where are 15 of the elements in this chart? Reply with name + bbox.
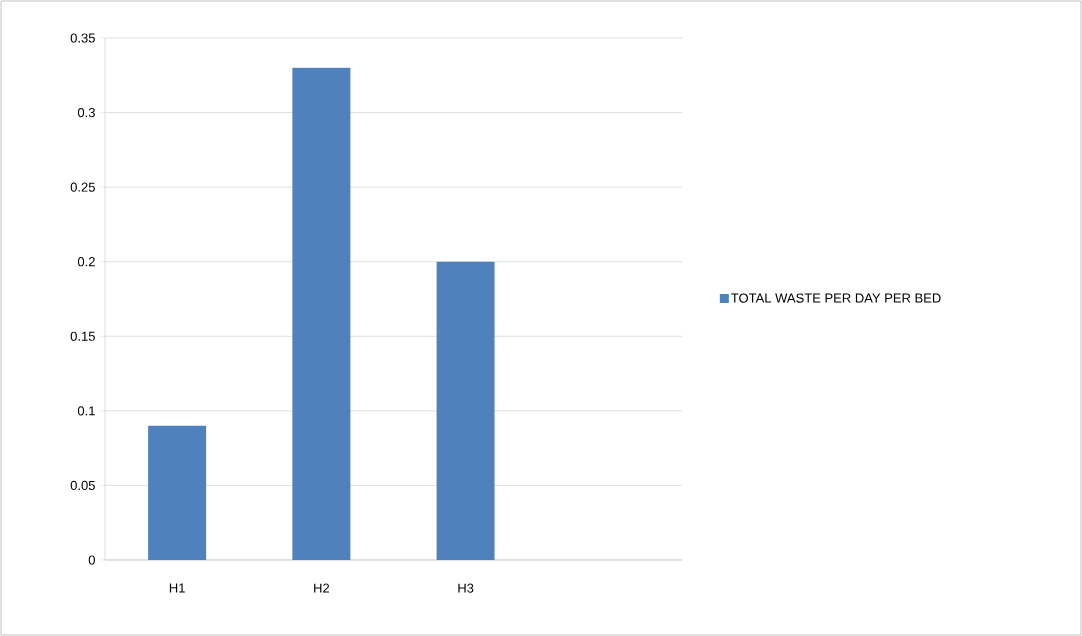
bar bbox=[292, 67, 351, 560]
y-tick-label: 0 bbox=[88, 555, 95, 565]
y-tick-label: 0.35 bbox=[70, 33, 95, 43]
bar bbox=[148, 425, 207, 560]
x-tick-label: H3 bbox=[458, 583, 474, 593]
y-tick-label: 0.25 bbox=[70, 182, 95, 192]
y-tick-label: 0.2 bbox=[77, 257, 95, 267]
y-tick-label: 0.05 bbox=[70, 480, 95, 491]
y-tick-label: 0.3 bbox=[77, 107, 95, 118]
y-tick-label: 0.15 bbox=[70, 331, 95, 341]
y-tick-label: 0.1 bbox=[77, 406, 95, 416]
x-tick-label: H1 bbox=[169, 583, 185, 593]
legend-label: TOTAL WASTE PER DAY PER BED bbox=[731, 293, 941, 303]
x-tick-label: H2 bbox=[314, 583, 330, 593]
bar bbox=[436, 261, 495, 560]
